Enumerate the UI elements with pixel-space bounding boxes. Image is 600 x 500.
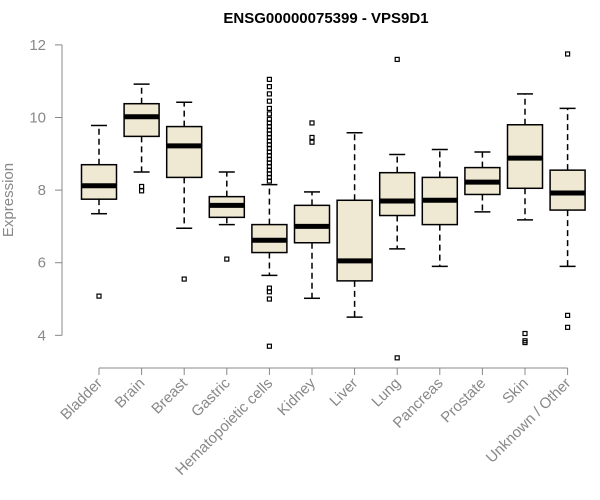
y-tick-label: 10 <box>29 110 46 127</box>
outlier-point <box>266 76 272 82</box>
box-breast <box>165 101 203 282</box>
box-brain <box>123 83 160 194</box>
x-tick-label: Breast <box>148 374 191 417</box>
outlier-point <box>266 91 272 97</box>
outlier-point <box>309 120 315 126</box>
outlier-point <box>181 276 187 282</box>
iqr-box <box>80 163 118 200</box>
outlier-point <box>139 183 145 190</box>
iqr-box <box>123 102 160 138</box>
x-tick-label: Lung <box>368 375 404 411</box>
box-pancreas <box>421 148 459 268</box>
iqr-box <box>549 169 586 211</box>
outlier-point <box>522 330 528 337</box>
outlier-point <box>309 139 315 145</box>
y-tick-label: 6 <box>38 255 46 272</box>
outlier-point <box>266 178 272 184</box>
chart-title: ENSG00000075399 - VPS9D1 <box>223 10 428 27</box>
y-tick-label: 8 <box>38 182 46 199</box>
outlier-point <box>564 312 571 318</box>
iqr-box <box>378 171 416 217</box>
outlier-point <box>394 56 400 63</box>
box-series <box>80 51 586 361</box>
x-tick-label: Prostate <box>438 375 490 427</box>
x-tick-label: Bladder <box>57 375 106 424</box>
box-gastric <box>208 171 246 262</box>
x-tick-label: Brain <box>112 375 149 412</box>
outlier-point <box>139 188 145 194</box>
outlier-point <box>394 355 400 361</box>
box-lung <box>378 56 416 361</box>
x-tick-label: Liver <box>326 375 361 410</box>
outlier-point <box>266 343 272 349</box>
x-tick-label: Kidney <box>274 374 319 419</box>
outlier-point <box>522 339 528 346</box>
outlier-point <box>564 51 571 57</box>
iqr-box <box>165 125 203 179</box>
outlier-point <box>266 296 272 302</box>
box-prostate <box>464 151 501 213</box>
box-unknown-other <box>549 51 586 330</box>
box-kidney <box>293 120 331 300</box>
x-tick-label: Skin <box>499 375 532 408</box>
outlier-point <box>266 111 272 117</box>
box-skin <box>506 93 544 346</box>
iqr-box <box>336 199 373 282</box>
outlier-point <box>266 105 272 112</box>
box-bladder <box>80 124 118 299</box>
y-tick-label: 12 <box>29 37 46 54</box>
outlier-point <box>309 134 315 141</box>
outlier-point <box>224 256 230 262</box>
y-axis-label: Expression <box>0 163 17 237</box>
outlier-point <box>266 98 272 104</box>
outlier-point <box>96 293 102 299</box>
outlier-point <box>266 84 272 90</box>
box-hematopoietic-cells <box>251 76 288 349</box>
y-axis: 4 6 8 10 12 <box>29 37 63 344</box>
box-liver <box>336 131 373 318</box>
outlier-point <box>564 324 571 330</box>
y-tick-label: 4 <box>38 327 46 344</box>
outlier-point <box>266 289 272 295</box>
